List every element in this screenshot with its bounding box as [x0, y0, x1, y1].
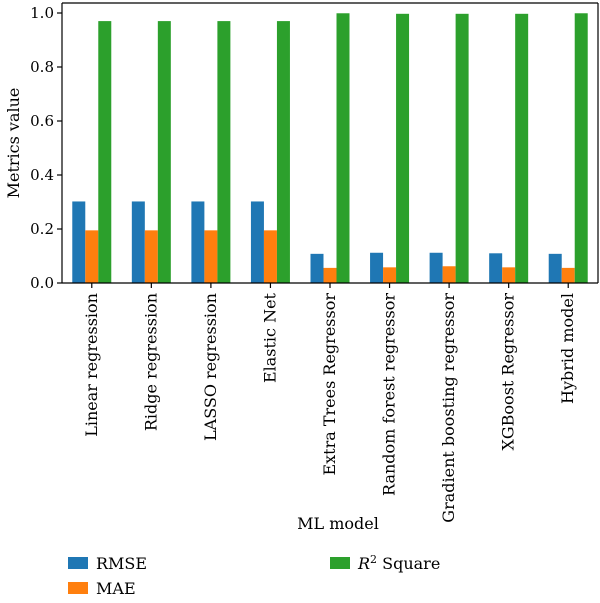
x-tick-label: Random forest regressor [380, 293, 399, 496]
bar-r-square-3 [276, 21, 290, 283]
bar-mae-1 [144, 230, 158, 283]
x-axis-label: ML model [297, 514, 379, 533]
y-tick-label: 0.4 [30, 166, 54, 184]
bar-r-square-6 [455, 13, 469, 284]
x-tick-label: Ridge regression [141, 293, 160, 431]
y-tick-label: 0.0 [30, 274, 54, 292]
bar-mae-5 [383, 267, 397, 283]
bar-mae-0 [85, 230, 99, 283]
x-tick-label: Linear regression [82, 293, 101, 437]
bar-mae-6 [442, 266, 456, 283]
bar-rmse-1 [131, 201, 145, 283]
bar-r-square-5 [396, 13, 410, 284]
bars-layer [72, 13, 588, 284]
bar-rmse-6 [429, 252, 443, 283]
legend-label: MAE [96, 579, 136, 598]
bar-rmse-4 [310, 253, 324, 283]
bar-mae-3 [263, 230, 277, 283]
x-tick-label: LASSO regression [201, 293, 220, 441]
bar-rmse-0 [72, 201, 86, 283]
bar-r-square-8 [574, 13, 588, 284]
y-tick-label: 0.2 [30, 220, 54, 238]
legend: RMSE MAE R2 Square [68, 553, 440, 598]
bar-rmse-5 [370, 252, 384, 283]
y-ticks: 0.0 0.2 0.4 0.6 0.8 1.0 [30, 4, 62, 292]
bar-mae-8 [561, 267, 575, 283]
bar-mae-2 [204, 230, 218, 283]
x-tick-label: Hybrid model [558, 293, 577, 404]
bar-rmse-7 [489, 253, 503, 283]
bar-r-square-7 [515, 13, 529, 284]
bar-rmse-2 [191, 201, 205, 283]
legend-label: R2 Square [357, 553, 440, 573]
y-axis-label: Metrics value [4, 88, 23, 199]
bar-r-square-1 [157, 21, 171, 283]
bar-r-square-0 [98, 21, 112, 283]
x-tick-label: Gradient boosting regressor [439, 293, 458, 523]
bar-rmse-3 [250, 201, 264, 283]
x-tick-label: Elastic Net [260, 292, 279, 383]
legend-swatch-r-square [330, 557, 350, 569]
legend-swatch-mae [68, 582, 88, 594]
y-tick-label: 1.0 [30, 4, 54, 22]
bar-r-square-2 [217, 21, 231, 283]
bar-rmse-8 [548, 253, 562, 283]
y-tick-label: 0.8 [30, 58, 54, 76]
bar-mae-7 [502, 267, 516, 283]
x-tick-label: Extra Trees Regressor [320, 293, 339, 476]
x-ticks: Linear regression Ridge regression LASSO r… [82, 283, 577, 523]
bar-mae-4 [323, 267, 337, 283]
x-tick-label: XGBoost Regressor [499, 293, 518, 451]
legend-label: RMSE [96, 554, 147, 573]
y-tick-label: 0.6 [30, 112, 54, 130]
bar-r-square-4 [336, 13, 350, 284]
legend-swatch-rmse [68, 557, 88, 569]
